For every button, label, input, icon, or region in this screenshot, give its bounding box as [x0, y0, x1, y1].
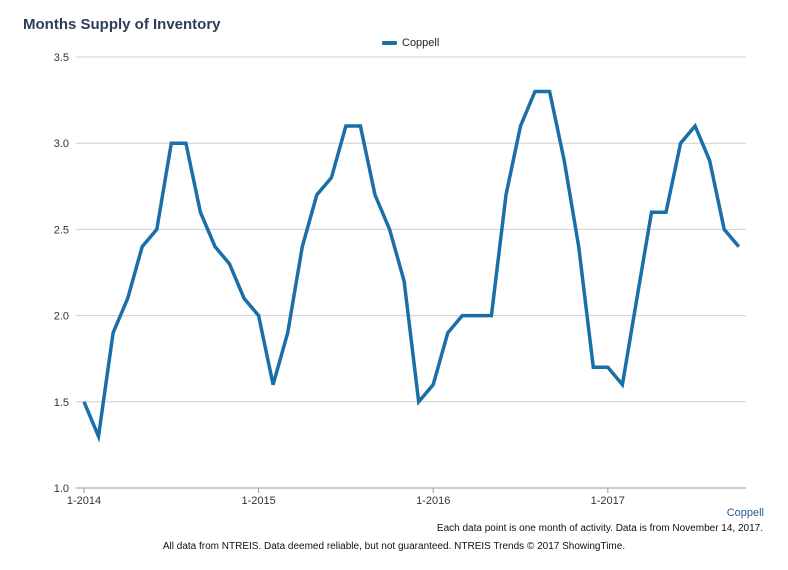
- disclaimer: All data from NTREIS. Data deemed reliab…: [162, 541, 626, 552]
- x-tick-label: 1-2016: [416, 495, 450, 507]
- legend-swatch: [382, 41, 397, 45]
- legend[interactable]: Coppell: [382, 37, 439, 49]
- y-axis-tick-labels: 1.0 1.5 2.0 2.5 3.0 3.5: [54, 52, 69, 495]
- y-tick-label: 1.5: [54, 397, 69, 409]
- legend-label: Coppell: [402, 37, 440, 49]
- x-axis-ticks: 1-2014 1-2015 1-2016 1-2017: [67, 488, 625, 507]
- x-tick-label: 1-2017: [591, 495, 625, 507]
- x-tick-label: 1-2015: [241, 495, 275, 507]
- series-line-coppell[interactable]: [82, 89, 741, 443]
- x-tick-label: 1-2014: [67, 495, 101, 507]
- y-tick-label: 2.5: [54, 224, 69, 236]
- location-label: Coppell: [726, 507, 764, 519]
- grid-lines: [76, 56, 746, 489]
- y-tick-label: 3.5: [54, 52, 69, 64]
- series-lines: [82, 89, 741, 443]
- y-tick-label: 2.0: [54, 311, 69, 323]
- data-note: Each data point is one month of activity…: [436, 523, 763, 534]
- y-tick-label: 3.0: [54, 138, 69, 150]
- chart-title: Months Supply of Inventory: [23, 16, 221, 33]
- y-tick-label: 1.0: [54, 483, 69, 495]
